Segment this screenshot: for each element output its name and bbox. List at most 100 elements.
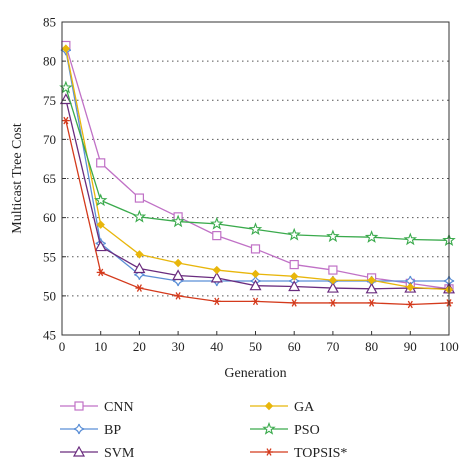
data-point	[251, 269, 260, 279]
marker-stroke	[175, 292, 181, 300]
axis-ticks: 45 50 55 60 65 70 75 80 85 0 10 20 30 40 50 60 70 80 90 100	[43, 15, 459, 355]
legend: CNN BP SVM GA PSO TOPSIS*	[60, 400, 347, 461]
legend-item: BP	[60, 423, 121, 438]
data-point	[133, 262, 146, 274]
series-svm	[59, 93, 456, 294]
legend-label: BP	[104, 423, 121, 438]
data-point	[265, 448, 273, 456]
data-point	[326, 281, 339, 293]
y-tick-label: 50	[43, 288, 56, 303]
x-tick-label: 10	[94, 339, 107, 354]
data-point	[210, 271, 223, 283]
data-point	[290, 299, 299, 307]
data-point	[73, 423, 85, 435]
data-point	[328, 276, 338, 285]
legend-item: GA	[250, 400, 315, 415]
data-point	[172, 275, 184, 287]
y-tick-label: 55	[43, 249, 56, 264]
data-point	[288, 280, 301, 292]
x-tick-label: 70	[326, 339, 339, 354]
data-point	[134, 193, 144, 203]
data-point	[132, 209, 147, 223]
data-point	[212, 231, 222, 241]
data-point	[173, 258, 183, 268]
series-ga	[61, 44, 454, 294]
legend-item: SVM	[60, 445, 135, 461]
y-tick-label: 60	[43, 210, 56, 225]
data-point	[287, 227, 301, 241]
marker-stroke	[252, 297, 259, 306]
data-point	[328, 299, 337, 307]
legend-label: SVM	[104, 446, 135, 461]
data-point	[262, 421, 276, 435]
legend-label: PSO	[294, 423, 320, 438]
y-tick-label: 45	[43, 328, 56, 343]
data-point	[249, 279, 262, 291]
x-tick-label: 60	[288, 339, 301, 354]
marker-stroke	[136, 284, 142, 292]
data-point	[403, 232, 418, 246]
y-tick-label: 75	[43, 93, 56, 108]
data-point	[248, 222, 263, 236]
legend-label: GA	[294, 400, 315, 415]
y-tick-label: 70	[43, 132, 56, 147]
y-tick-label: 85	[43, 15, 56, 30]
x-tick-label: 0	[59, 339, 66, 354]
legend-label: CNN	[104, 400, 134, 415]
x-tick-label: 40	[210, 339, 223, 354]
data-point	[61, 116, 70, 125]
x-tick-label: 80	[365, 339, 378, 354]
x-tick-label: 50	[249, 339, 262, 354]
marker-stroke	[63, 116, 69, 125]
data-point	[174, 292, 183, 300]
grid	[62, 60, 449, 297]
series-cnn	[61, 40, 454, 294]
legend-item: PSO	[250, 421, 320, 438]
data-point	[328, 265, 338, 275]
series-topsis	[61, 116, 453, 309]
data-point	[72, 445, 86, 457]
data-point	[406, 300, 415, 309]
data-point	[96, 158, 106, 168]
x-tick-label: 30	[172, 339, 185, 354]
series-pso	[59, 80, 456, 247]
data-point	[96, 268, 105, 277]
marker-stroke	[98, 268, 104, 277]
data-point	[59, 93, 72, 105]
data-point	[289, 272, 299, 281]
legend-item: CNN	[60, 400, 134, 415]
marker-stroke	[291, 299, 297, 307]
data-point	[210, 216, 224, 230]
marker-stroke	[214, 297, 220, 306]
data-point	[171, 214, 185, 228]
data-point	[250, 244, 261, 254]
x-axis-title: Generation	[224, 366, 286, 381]
data-point	[251, 297, 260, 306]
data-point	[74, 401, 84, 411]
data-point	[364, 230, 379, 243]
legend-label: TOPSIS*	[294, 446, 347, 461]
marker-stroke	[330, 299, 336, 307]
data-point	[212, 297, 221, 306]
marker-stroke	[407, 300, 413, 309]
marker-stroke	[266, 448, 272, 456]
data-point	[94, 240, 107, 252]
data-point	[367, 276, 376, 285]
x-tick-label: 100	[439, 339, 459, 354]
data-point	[93, 193, 108, 207]
series-line	[65, 120, 450, 306]
series-line	[65, 99, 450, 290]
data-point	[289, 259, 299, 270]
x-tick-label: 20	[133, 339, 146, 354]
y-tick-label: 80	[43, 54, 56, 69]
series-layer	[59, 40, 456, 309]
data-point	[61, 44, 71, 53]
data-point	[134, 269, 145, 280]
data-point	[367, 299, 376, 307]
x-tick-label: 90	[404, 339, 417, 354]
data-point	[96, 220, 105, 229]
data-point	[406, 283, 415, 292]
y-axis-title: Multicast Tree Cost	[10, 123, 25, 234]
data-point	[212, 265, 222, 275]
